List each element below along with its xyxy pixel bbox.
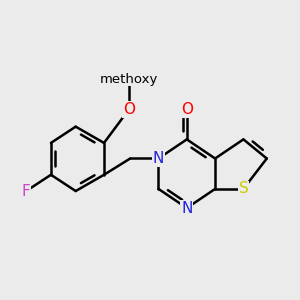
Text: methoxy: methoxy	[100, 73, 158, 86]
Text: O: O	[181, 102, 193, 117]
Text: S: S	[238, 182, 248, 196]
Text: N: N	[153, 151, 164, 166]
Text: F: F	[22, 184, 31, 199]
Text: N: N	[181, 200, 193, 215]
Text: O: O	[123, 102, 135, 117]
